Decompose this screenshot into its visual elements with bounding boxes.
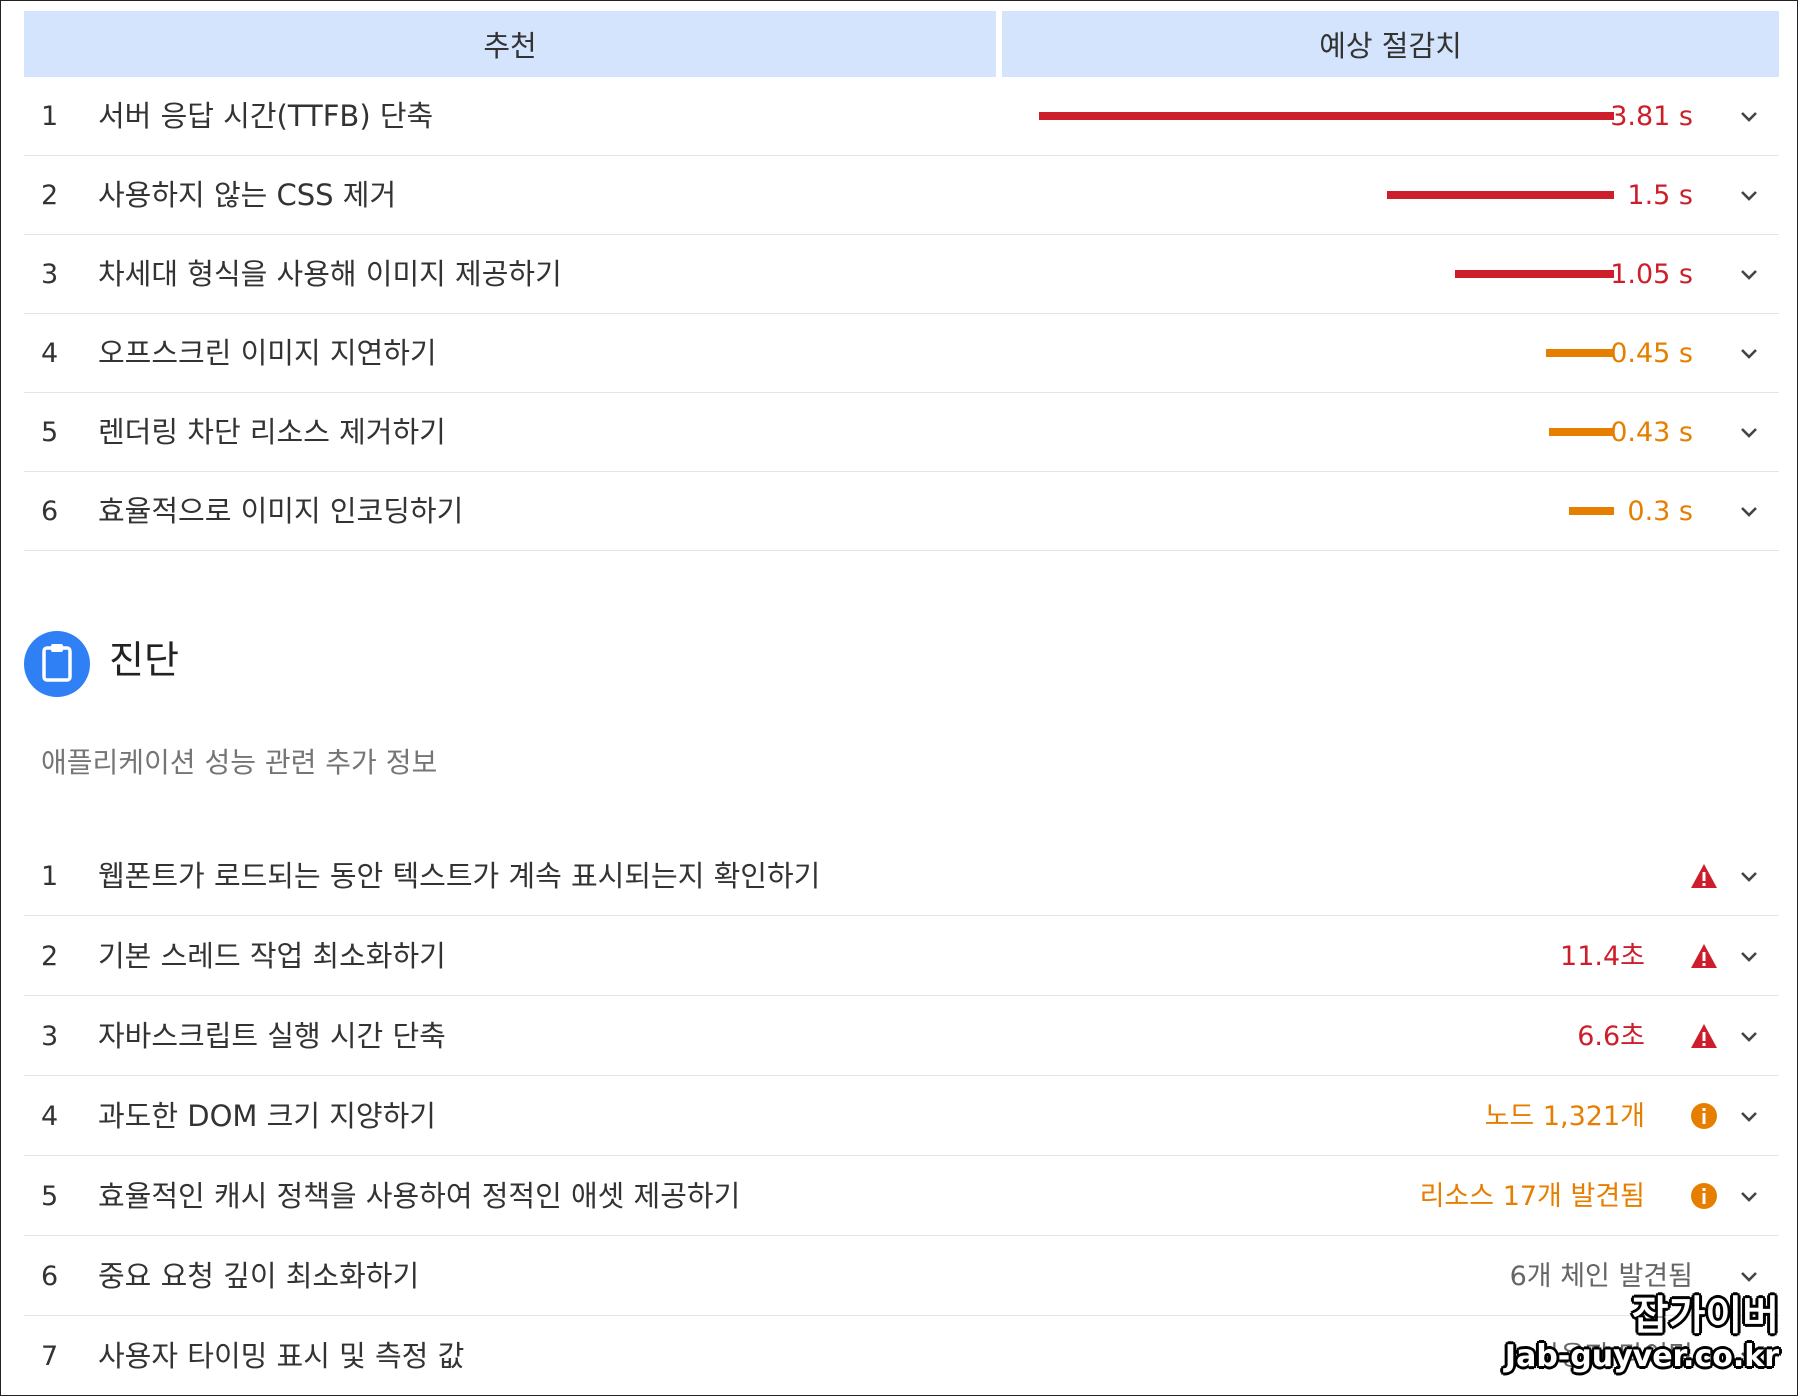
row-number: 7: [41, 1341, 59, 1372]
diagnostic-row[interactable]: 6 중요 요청 깊이 최소화하기 6개 체인 발견됨: [24, 1237, 1779, 1316]
row-number: 6: [41, 1261, 59, 1292]
row-number: 2: [41, 180, 59, 211]
diagnostic-title: 사용자 타이밍 표시 및 측정 값: [98, 1339, 465, 1373]
opportunity-title: 차세대 형식을 사용해 이미지 제공하기: [98, 257, 562, 291]
diagnostic-row[interactable]: 7 사용자 타이밍 표시 및 측정 값 사용자 타이밍: [24, 1317, 1779, 1395]
opportunity-row[interactable]: 2 사용하지 않는 CSS 제거 1.5 s: [24, 156, 1779, 235]
diagnostic-row[interactable]: 2 기본 스레드 작업 최소화하기 11.4초: [24, 917, 1779, 996]
diagnostic-title: 기본 스레드 작업 최소화하기: [98, 939, 446, 973]
column-header-recommendation: 추천: [24, 11, 996, 77]
opportunity-title: 사용하지 않는 CSS 제거: [98, 178, 397, 212]
row-number: 6: [41, 496, 59, 527]
opportunity-title: 오프스크린 이미지 지연하기: [98, 336, 437, 370]
opportunity-row[interactable]: 5 렌더링 차단 리소스 제거하기 0.43 s: [24, 393, 1779, 472]
diagnostic-row[interactable]: 1 웹폰트가 로드되는 동안 텍스트가 계속 표시되는지 확인하기: [24, 837, 1779, 916]
estimated-savings-value: 3.81 s: [1610, 101, 1693, 132]
chevron-down-icon[interactable]: [1737, 105, 1761, 129]
chevron-down-icon[interactable]: [1737, 263, 1761, 287]
chevron-down-icon[interactable]: [1737, 1025, 1761, 1049]
diagnostic-title: 자바스크립트 실행 시간 단축: [98, 1019, 446, 1053]
diagnostic-value: 6개 체인 발견됨: [1509, 1261, 1693, 1292]
diagnostic-value: 11.4초: [1560, 941, 1645, 972]
chevron-down-icon[interactable]: [1737, 1185, 1761, 1209]
row-number: 4: [41, 1101, 59, 1132]
warning-triangle-icon: [1689, 941, 1719, 971]
diagnostic-title: 웹폰트가 로드되는 동안 텍스트가 계속 표시되는지 확인하기: [98, 859, 821, 893]
row-number: 4: [41, 338, 59, 369]
row-number: 3: [41, 1021, 59, 1052]
diagnostic-row[interactable]: 5 효율적인 캐시 정책을 사용하여 정적인 애셋 제공하기 리소스 17개 발견됨: [24, 1157, 1779, 1236]
chevron-down-icon[interactable]: [1737, 421, 1761, 445]
diagnostic-value: 노드 1,321개: [1484, 1101, 1645, 1132]
row-number: 2: [41, 941, 59, 972]
estimated-savings-value: 1.5 s: [1627, 180, 1693, 211]
savings-bar: [1546, 349, 1614, 357]
diagnostics-title: 진단: [109, 638, 179, 682]
row-number: 1: [41, 101, 59, 132]
info-circle-icon: [1689, 1181, 1719, 1211]
diagnostic-row[interactable]: 3 자바스크립트 실행 시간 단축 6.6초: [24, 997, 1779, 1076]
opportunity-row[interactable]: 3 차세대 형식을 사용해 이미지 제공하기 1.05 s: [24, 235, 1779, 314]
diagnostic-row[interactable]: 4 과도한 DOM 크기 지양하기 노드 1,321개: [24, 1077, 1779, 1156]
clipboard-icon: [24, 631, 90, 697]
watermark-name: 잡가이버: [1631, 1293, 1779, 1339]
savings-bar: [1569, 507, 1614, 515]
diagnostics-description: 애플리케이션 성능 관련 추가 정보: [41, 746, 438, 779]
diagnostic-value: 6.6초: [1577, 1021, 1645, 1052]
chevron-down-icon[interactable]: [1737, 1345, 1761, 1369]
warning-triangle-icon: [1689, 861, 1719, 891]
diagnostic-title: 효율적인 캐시 정책을 사용하여 정적인 애셋 제공하기: [98, 1179, 741, 1213]
opportunities-table-header: 추천 예상 절감치: [24, 11, 1779, 77]
column-header-estimated-savings: 예상 절감치: [1002, 11, 1779, 77]
row-number: 5: [41, 1181, 59, 1212]
savings-bar: [1549, 428, 1614, 436]
chevron-down-icon[interactable]: [1737, 342, 1761, 366]
opportunity-row[interactable]: 4 오프스크린 이미지 지연하기 0.45 s: [24, 314, 1779, 393]
estimated-savings-value: 0.45 s: [1610, 338, 1693, 369]
savings-bar: [1039, 112, 1614, 120]
savings-bar: [1455, 270, 1614, 278]
diagnostic-value: 리소스 17개 발견됨: [1419, 1181, 1645, 1212]
opportunity-title: 효율적으로 이미지 인코딩하기: [98, 494, 464, 528]
opportunity-title: 서버 응답 시간(TTFB) 단축: [98, 99, 434, 133]
chevron-down-icon[interactable]: [1737, 945, 1761, 969]
opportunity-row[interactable]: 6 효율적으로 이미지 인코딩하기 0.3 s: [24, 472, 1779, 551]
chevron-down-icon[interactable]: [1737, 500, 1761, 524]
row-number: 3: [41, 259, 59, 290]
opportunity-title: 렌더링 차단 리소스 제거하기: [98, 415, 446, 449]
opportunity-row[interactable]: 1 서버 응답 시간(TTFB) 단축 3.81 s: [24, 77, 1779, 156]
diagnostic-value: 사용자 타이밍: [1535, 1341, 1693, 1372]
estimated-savings-value: 1.05 s: [1610, 259, 1693, 290]
diagnostic-title: 과도한 DOM 크기 지양하기: [98, 1099, 436, 1133]
watermark-url: Jab-guyver.co.kr: [1504, 1339, 1779, 1374]
savings-bar: [1387, 191, 1614, 199]
chevron-down-icon[interactable]: [1737, 1265, 1761, 1289]
estimated-savings-value: 0.3 s: [1627, 496, 1693, 527]
watermark-logo: 잡가이버 Jab-guyver.co.kr: [1505, 1293, 1779, 1375]
chevron-down-icon[interactable]: [1737, 865, 1761, 889]
warning-triangle-icon: [1689, 1021, 1719, 1051]
chevron-down-icon[interactable]: [1737, 184, 1761, 208]
row-number: 5: [41, 417, 59, 448]
row-number: 1: [41, 861, 59, 892]
chevron-down-icon[interactable]: [1737, 1105, 1761, 1129]
info-circle-icon: [1689, 1101, 1719, 1131]
estimated-savings-value: 0.43 s: [1610, 417, 1693, 448]
diagnostic-title: 중요 요청 깊이 최소화하기: [98, 1259, 420, 1293]
